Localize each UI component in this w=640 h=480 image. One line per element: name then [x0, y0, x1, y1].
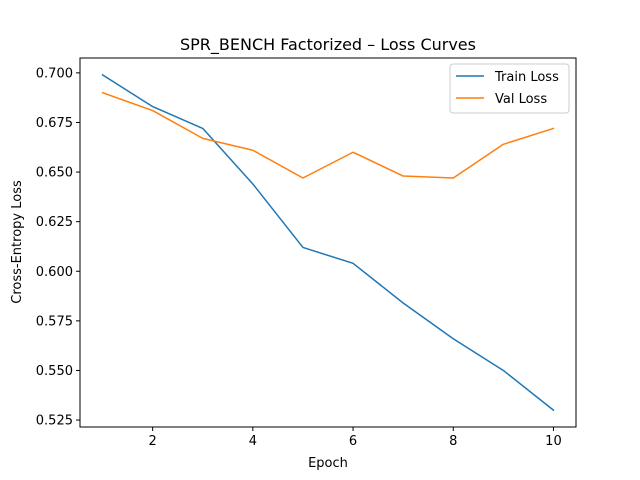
- x-tick-label: 10: [545, 434, 562, 449]
- x-tick-label: 2: [149, 434, 157, 449]
- plot-frame: [79, 57, 577, 428]
- x-axis-ticks: 2 4 6 8 10: [149, 427, 562, 449]
- y-tick-label: 0.550: [36, 364, 73, 379]
- plot-area: [79, 57, 577, 428]
- y-tick-label: 0.700: [36, 66, 73, 81]
- y-tick-label: 0.625: [36, 215, 73, 230]
- y-tick-label: 0.650: [36, 166, 73, 181]
- legend-label-train-loss: Train Loss: [494, 70, 559, 85]
- legend-label-val-loss: Val Loss: [495, 92, 547, 107]
- y-tick-label: 0.575: [36, 314, 73, 329]
- x-tick-label: 6: [349, 434, 357, 449]
- x-axis-label: Epoch: [308, 456, 348, 471]
- y-tick-label: 0.675: [36, 116, 73, 131]
- y-axis-label: Cross-Entropy Loss: [10, 180, 25, 304]
- legend: Train Loss Val Loss: [449, 63, 570, 114]
- chart-title: SPR_BENCH Factorized – Loss Curves: [180, 35, 476, 55]
- series-line-val-loss: [101, 91, 555, 179]
- y-axis-ticks: 0.525 0.550 0.575 0.600 0.625 0.650 0.675 0.700: [36, 66, 80, 429]
- series-line-train-loss: [101, 73, 555, 412]
- x-tick-label: 4: [249, 434, 257, 449]
- y-tick-label: 0.525: [36, 414, 73, 429]
- y-tick-label: 0.600: [36, 265, 73, 280]
- x-tick-label: 8: [449, 434, 457, 449]
- series-layer: [101, 73, 555, 412]
